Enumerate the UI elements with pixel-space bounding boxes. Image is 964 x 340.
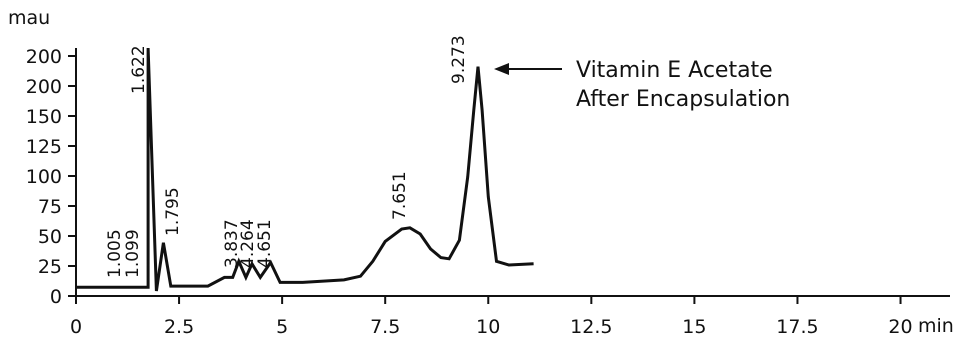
x-tick-label: 2.5 [164, 316, 194, 338]
y-tick-label: 50 [38, 226, 62, 248]
y-tick-label: 100 [26, 166, 62, 188]
x-tick-label: 17.5 [776, 316, 818, 338]
x-axis-unit: min [918, 315, 954, 337]
y-tick-label: 0 [50, 286, 62, 308]
peak-label: 1.005 [105, 229, 125, 278]
y-tick-label: 200 [26, 46, 62, 68]
peak-label: 1.795 [163, 187, 183, 236]
peak-label: 4.651 [255, 219, 275, 268]
y-axis-unit: mau [8, 7, 50, 29]
y-tick-label: 150 [26, 106, 62, 128]
peak-label: 4.264 [238, 219, 258, 268]
annotation-line-2: After Encapsulation [576, 87, 790, 112]
y-tick-label: 200 [26, 76, 62, 98]
peak-label: 9.273 [449, 35, 469, 84]
x-tick-label: 0 [70, 316, 82, 338]
x-tick-label: 15 [682, 316, 706, 338]
peak-label: 1.099 [123, 229, 143, 278]
peak-label: 1.622 [129, 45, 149, 94]
y-tick-marks [68, 55, 76, 297]
annotation-arrow-head [494, 63, 509, 75]
x-tick-marks [75, 296, 902, 304]
y-tick-label: 125 [26, 136, 62, 158]
peak-label: 3.837 [222, 219, 242, 268]
annotation: Vitamin E Acetate After Encapsulation [494, 58, 790, 112]
chromatogram-trace [76, 47, 534, 292]
x-tick-label: 12.5 [570, 316, 612, 338]
x-tick-label: 10 [476, 316, 500, 338]
peak-label: 7.651 [390, 171, 410, 220]
x-tick-label: 7.5 [370, 316, 400, 338]
x-tick-label: 20 [888, 316, 912, 338]
x-tick-label: 5 [276, 316, 288, 338]
y-tick-label: 25 [38, 256, 62, 278]
annotation-line-1: Vitamin E Acetate [576, 58, 773, 83]
y-tick-label: 75 [38, 196, 62, 218]
